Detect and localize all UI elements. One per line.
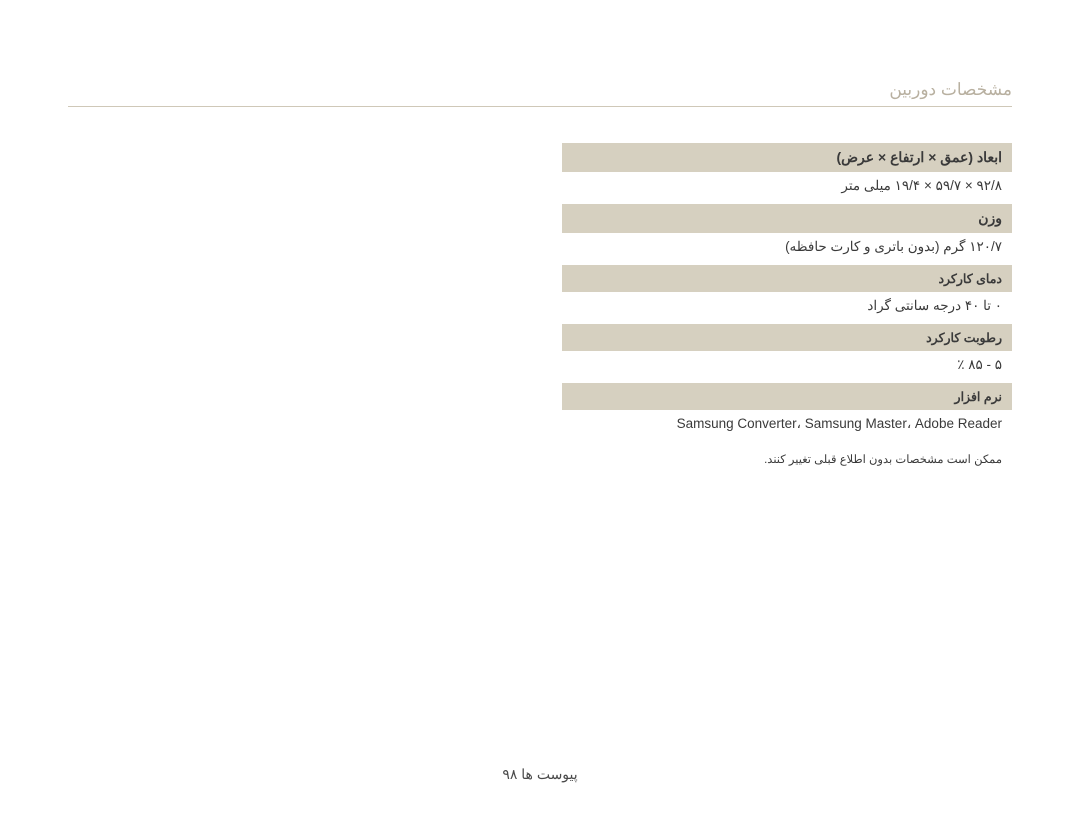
spec-header: دمای کارکرد (562, 265, 1012, 292)
spec-value: ۱۲۰/۷ گرم (بدون باتری و کارت حافظه) (562, 233, 1012, 265)
spec-header: ابعاد (عمق × ارتفاع × عرض) (562, 143, 1012, 172)
spec-footnote: ممکن است مشخصات بدون اطلاع قبلی تغییر کن… (562, 442, 1012, 466)
spec-value: ۹۲/۸ × ۵۹/۷ × ۱۹/۴ میلی متر (562, 172, 1012, 204)
page-title: مشخصات دوربین (68, 80, 1012, 107)
spec-table: ابعاد (عمق × ارتفاع × عرض)۹۲/۸ × ۵۹/۷ × … (562, 143, 1012, 466)
document-page: مشخصات دوربین ابعاد (عمق × ارتفاع × عرض)… (0, 0, 1080, 815)
content-wrap: ابعاد (عمق × ارتفاع × عرض)۹۲/۸ × ۵۹/۷ × … (68, 143, 1012, 466)
spec-header: نرم افزار (562, 383, 1012, 410)
spec-header: وزن (562, 204, 1012, 233)
spec-header: رطوبت کارکرد (562, 324, 1012, 351)
spec-value: ۰ تا ۴۰ درجه سانتی گراد (562, 292, 1012, 324)
page-footer: پیوست ها ۹۸ (0, 766, 1080, 783)
spec-value: ۵ - ۸۵ ٪ (562, 351, 1012, 383)
spec-value: Samsung Converter، Samsung Master، Adobe… (562, 410, 1012, 442)
